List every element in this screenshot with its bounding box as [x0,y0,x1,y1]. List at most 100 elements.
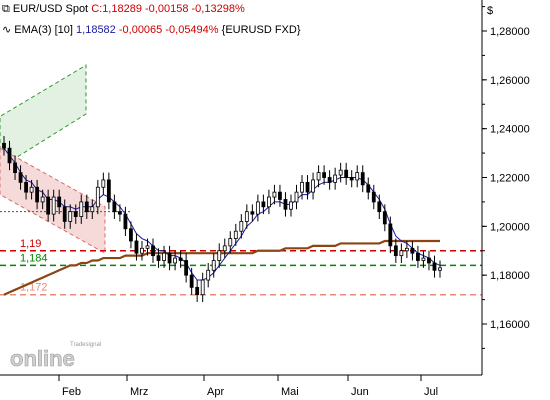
candle-icon: ⧉ [2,3,10,15]
candle-body [360,172,365,186]
candle-body [62,206,67,222]
candle-body [184,260,189,276]
candle-body [427,257,431,264]
candle-body [316,172,321,181]
watermark-text: online [10,346,75,369]
channel-layer [0,64,106,255]
candle-body [73,211,78,217]
candle-body [377,201,382,213]
y-tick-label: 1,26000 [490,75,530,87]
candle-body [255,201,260,215]
ema-polyline [3,147,441,281]
y-tick-label: 1,28000 [490,26,530,38]
y-tick-label: 1,18000 [490,270,530,282]
candle-body [305,181,310,193]
candle-body [134,240,139,254]
legend-pct: -0,13298% [191,3,245,15]
candle-body [189,274,194,288]
legend-row-price: ⧉ EUR/USD Spot C:1,18289 -0,00158 -0,132… [2,3,245,16]
candle-body [239,221,244,232]
candle-body [300,181,304,193]
candle-body [338,169,343,176]
legend-ema-value: 1,18582 [76,24,116,36]
candles [2,135,442,303]
candle-body [112,201,117,213]
x-tick-label: Apr [207,386,224,398]
candle-body [156,255,161,261]
legend-indicator: EMA(3) [10] [14,24,73,36]
candle-body [244,211,249,222]
candle-body [2,142,6,149]
candle-body [371,191,376,203]
candle-body [344,169,349,178]
x-tick-label: Jun [351,386,369,398]
candle-body [228,238,233,247]
x-tick-label: Mrz [130,386,148,398]
candle-body [195,286,200,296]
candle-body [410,247,415,254]
candle-body [261,201,266,208]
candle-body [222,245,227,252]
candle-body [35,186,40,203]
y-tick-label: 1,20000 [490,221,530,233]
candle-body [416,252,420,261]
candle-body [432,262,437,271]
candle-body [162,252,166,261]
candle-body [178,257,183,261]
candle-body [84,201,89,213]
candle-body [40,196,45,203]
candle-body [123,213,128,230]
candle-body [294,191,299,203]
candle-body [322,172,327,178]
candle-body [388,223,393,247]
up-channel [0,64,87,169]
candle-body [68,211,73,222]
candle-body [7,147,12,164]
candle-body [24,181,28,193]
x-tick-label: Feb [62,386,81,398]
candle-body [217,250,222,261]
candle-body [129,228,133,242]
x-tick-label: Mai [281,386,299,398]
axes: $1,16000 1,18000 1,20000 1,22000 1,24000 1,26… [0,0,530,398]
candle-body [349,177,354,181]
candle-body [399,250,404,257]
y-tick-label: 1,24000 [490,124,530,136]
candle-body [106,179,111,203]
candle-body [278,191,282,200]
candle-body [250,211,255,215]
candle-body [95,186,100,208]
legend-row-ema: ∿ EMA(3) [10] 1,18582 -0,00065 -0,05494%… [2,23,301,36]
y-tick-label: 1,16000 [490,319,530,331]
watermark-brand: Tradesignal [70,342,101,348]
candle-body [46,196,51,215]
candle-body [233,230,238,239]
legend-close: C:1,18289 [91,3,142,15]
legend-ema-change: -0,00065 [118,24,163,36]
online-logo-icon: Tradesignal online [10,342,101,371]
x-tick-label: Jul [424,386,438,398]
candle-body [200,279,205,296]
level-label: 1,19 [20,238,41,250]
ema-line [3,147,441,281]
candle-body [289,201,293,210]
legend-change: -0,00158 [145,3,189,15]
legend-symbol: EUR/USD Spot [12,3,89,15]
candle-body [57,196,62,208]
candle-body [145,245,150,249]
candle-body [29,186,34,193]
long-ma-line [3,239,440,296]
candle-body [333,174,338,183]
candle-body [167,252,172,264]
candle-body [211,260,216,271]
candle-body [267,196,271,208]
candle-body [90,206,95,213]
candle-body [283,199,288,210]
candle-body [206,269,211,281]
candle-body [13,162,17,174]
candle-body [51,196,56,215]
candle-body [421,257,426,261]
candle-body [404,247,409,252]
long-moving-average [3,239,440,296]
